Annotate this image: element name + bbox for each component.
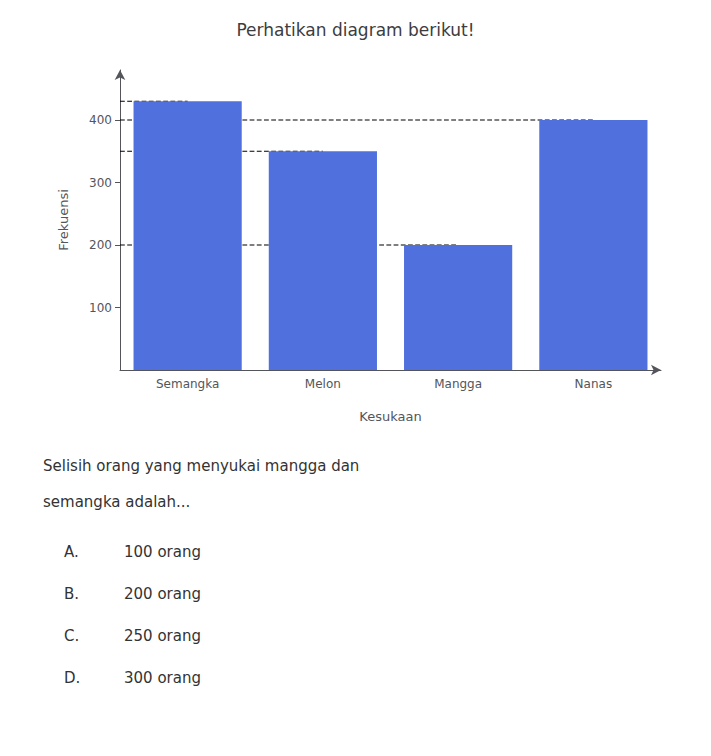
svg-text:Melon: Melon xyxy=(305,377,341,391)
svg-text:100 orang: 100 orang xyxy=(124,543,201,561)
svg-text:Selisih orang yang menyukai ma: Selisih orang yang menyukai mangga dan xyxy=(43,457,359,475)
svg-text:D.: D. xyxy=(64,669,80,687)
svg-text:300 orang: 300 orang xyxy=(124,669,201,687)
svg-text:250 orang: 250 orang xyxy=(124,627,201,645)
svg-text:C.: C. xyxy=(64,627,79,645)
svg-text:semangka adalah...: semangka adalah... xyxy=(43,493,190,511)
svg-text:Kesukaan: Kesukaan xyxy=(359,409,421,424)
svg-text:Frekuensi: Frekuensi xyxy=(56,189,71,251)
svg-text:Mangga: Mangga xyxy=(434,377,482,391)
svg-text:Semangka: Semangka xyxy=(156,377,219,391)
svg-text:400: 400 xyxy=(89,113,112,127)
svg-text:300: 300 xyxy=(89,176,112,190)
svg-text:A.: A. xyxy=(64,543,79,561)
svg-text:100: 100 xyxy=(89,301,112,315)
svg-text:200: 200 xyxy=(89,238,112,252)
svg-text:Nanas: Nanas xyxy=(575,377,613,391)
svg-text:B.: B. xyxy=(64,585,79,603)
svg-text:200 orang: 200 orang xyxy=(124,585,201,603)
svg-text:Perhatikan diagram berikut!: Perhatikan diagram berikut! xyxy=(236,20,474,40)
